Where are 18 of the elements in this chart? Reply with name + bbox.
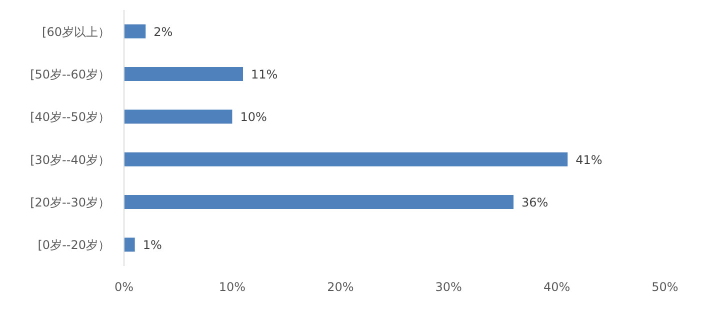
y-tick: [40岁--50岁） [30, 110, 110, 124]
y-tick: [30岁--40岁） [30, 152, 110, 167]
y-tick: [60岁以上） [42, 24, 110, 39]
x-tick: 50% [652, 280, 678, 294]
x-tick: 20% [327, 280, 354, 294]
y-tick: [0岁--20岁） [38, 238, 110, 252]
value-label: 10% [240, 110, 267, 124]
x-tick: 10% [218, 280, 246, 294]
value-label: 36% [522, 196, 548, 210]
x-tick: 40% [543, 280, 570, 294]
x-tick: 30% [435, 280, 462, 294]
value-label: 11% [251, 68, 278, 82]
value-label: 41% [576, 152, 602, 167]
x-tick: 0% [114, 280, 134, 294]
value-label: 1% [142, 238, 162, 252]
value-label: 2% [154, 24, 173, 39]
y-tick: [50岁--60岁） [30, 68, 110, 82]
y-tick: [20岁--30岁） [30, 196, 110, 210]
